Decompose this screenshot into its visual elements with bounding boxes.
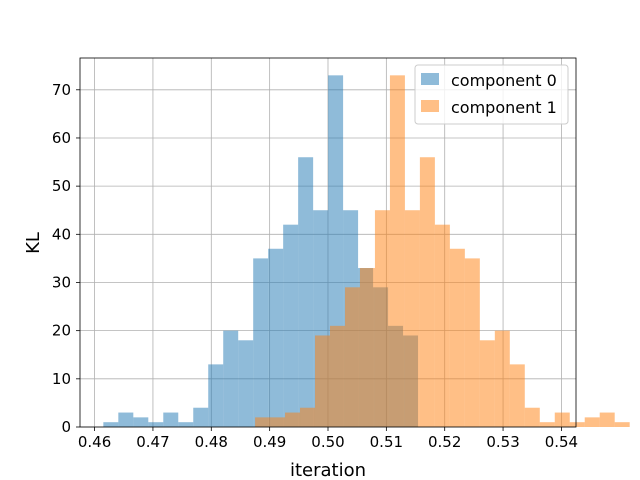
- series-component-1: [255, 75, 630, 427]
- bar-component-1-bin-18: [524, 407, 540, 427]
- x-tick-label-0-48: 0.48: [195, 433, 228, 451]
- y-axis-label: KL: [23, 232, 44, 254]
- bar-component-1-bin-9: [389, 75, 405, 427]
- bar-component-1-bin-20: [554, 412, 570, 427]
- bar-component-0-bin-12: [283, 224, 299, 427]
- bar-component-0-bin-8: [223, 330, 239, 427]
- y-axis-ticks: 0 10 20 30 40 50 60 70: [52, 81, 80, 436]
- y-tick-label-40: 40: [52, 225, 71, 243]
- bar-component-0-bin-7: [208, 364, 224, 427]
- x-tick-label-0-52: 0.52: [428, 433, 461, 451]
- bar-component-0-bin-0: [103, 422, 119, 427]
- y-tick-label-60: 60: [52, 129, 71, 147]
- bar-component-1-bin-14: [464, 258, 480, 427]
- bar-component-0-bin-10: [253, 258, 269, 427]
- bar-component-1-bin-0: [255, 417, 271, 427]
- bar-component-1-bin-13: [449, 248, 465, 427]
- histogram-bars: [103, 75, 630, 427]
- x-tick-label-0-47: 0.47: [136, 433, 169, 451]
- bar-component-1-bin-6: [344, 287, 360, 427]
- x-tick-label-0-54: 0.54: [545, 433, 578, 451]
- bar-component-0-bin-3: [148, 422, 164, 427]
- y-tick-label-10: 10: [52, 370, 71, 388]
- legend-swatch-component-1: [421, 100, 439, 112]
- bar-component-1-bin-16: [494, 330, 510, 427]
- legend-label-component-1: component 1: [451, 98, 557, 117]
- bar-component-1-bin-8: [374, 210, 390, 427]
- bar-component-0-bin-2: [133, 417, 149, 427]
- bar-component-0-bin-11: [268, 248, 284, 427]
- x-tick-label-0-50: 0.50: [311, 433, 344, 451]
- bar-component-0-bin-13: [298, 157, 314, 427]
- legend: component 0 component 1: [414, 64, 569, 125]
- bar-component-1-bin-17: [509, 364, 525, 427]
- x-tick-label-0-51: 0.51: [370, 433, 403, 451]
- bar-component-1-bin-1: [270, 417, 286, 427]
- bar-component-0-bin-1: [118, 412, 134, 427]
- bar-component-1-bin-10: [404, 210, 420, 427]
- x-axis-ticks: 0.46 0.47 0.48 0.49 0.50 0.51 0.52 0.53 0.54: [78, 427, 578, 451]
- bar-component-0-bin-4: [163, 412, 179, 427]
- x-tick-label-0-46: 0.46: [78, 433, 111, 451]
- bar-component-1-bin-3: [300, 407, 315, 427]
- legend-label-component-0: component 0: [451, 71, 557, 90]
- y-tick-label-30: 30: [52, 273, 71, 291]
- bar-component-0-bin-5: [178, 422, 194, 427]
- bar-component-1-bin-22: [584, 417, 600, 427]
- bar-component-0-bin-9: [238, 340, 254, 427]
- bar-component-1-bin-4: [314, 335, 330, 427]
- x-tick-label-0-49: 0.49: [253, 433, 286, 451]
- bar-component-1-bin-24: [614, 422, 630, 427]
- bar-component-1-bin-12: [434, 224, 450, 427]
- bar-component-1-bin-2: [285, 412, 301, 427]
- y-tick-label-70: 70: [52, 81, 71, 99]
- bar-component-1-bin-15: [479, 340, 495, 427]
- legend-swatch-component-0: [421, 73, 439, 85]
- y-tick-label-0: 0: [61, 418, 71, 436]
- bar-component-1-bin-11: [419, 157, 435, 427]
- y-tick-label-50: 50: [52, 177, 71, 195]
- x-axis-label: iteration: [290, 460, 366, 480]
- bar-component-1-bin-5: [329, 325, 345, 427]
- legend-box: [414, 64, 569, 125]
- bar-component-0-bin-6: [193, 407, 209, 427]
- y-tick-label-20: 20: [52, 322, 71, 340]
- bar-component-1-bin-7: [359, 268, 375, 427]
- bar-component-1-bin-19: [539, 422, 555, 427]
- bar-component-1-bin-21: [569, 422, 585, 427]
- bar-component-1-bin-23: [599, 412, 615, 427]
- x-tick-label-0-53: 0.53: [486, 433, 519, 451]
